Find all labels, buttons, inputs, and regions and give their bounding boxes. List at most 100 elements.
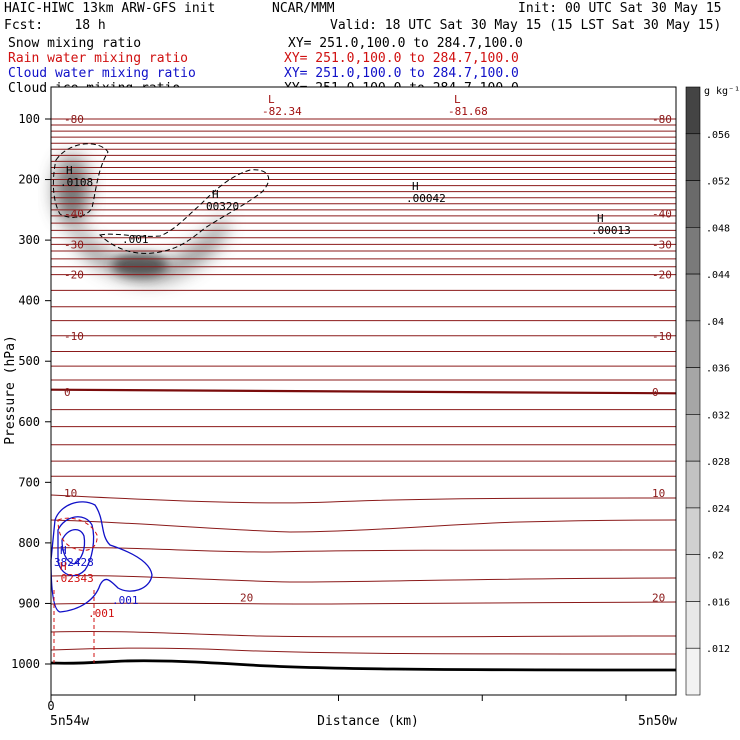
colorbar-tick-label: .028 (706, 457, 730, 468)
temperature-label: -80 (652, 113, 672, 126)
y-tick-label: 200 (18, 173, 40, 187)
snow-field-label: Snow mixing ratio (8, 36, 142, 51)
colorbar-tick-label: .016 (706, 597, 730, 608)
colorbar-tick-label: .04 (706, 317, 724, 328)
colorbar-swatch (685, 227, 701, 275)
extremum-value: .00013 (591, 224, 631, 237)
y-axis-label: Pressure (hPa) (3, 335, 18, 445)
extremum-value: 382428 (54, 556, 94, 569)
colorbar-tick-label: .048 (706, 223, 730, 234)
valid-time: Valid: 18 UTC Sat 30 May 15 (15 LST Sat … (330, 18, 722, 33)
colorbar-swatch (685, 554, 701, 602)
x-axis-label: Distance (km) (317, 714, 419, 729)
y-tick-label: 100 (18, 112, 40, 126)
y-tick-label: 700 (18, 475, 40, 489)
temperature-contour (50, 575, 677, 583)
colorbar-swatch (685, 133, 701, 181)
x-start-label: 5n54w (50, 714, 89, 729)
colorbar-tick-label: .052 (706, 177, 730, 188)
zero-isotherm (50, 388, 677, 395)
temperature-label: 20 (240, 591, 253, 604)
colorbar-swatch (685, 601, 701, 649)
cloud-water-field-label: Cloud water mixing ratio (8, 66, 196, 81)
plot-frame (50, 86, 677, 696)
y-tick-label: 500 (18, 354, 40, 368)
temperature-label: -80 (64, 113, 84, 126)
snow-xy: XY= 251.0,100.0 to 284.7,100.0 (288, 36, 523, 51)
colorbar-swatch (685, 460, 701, 509)
contour-value-label: .001 (122, 233, 149, 246)
cloud-water-xy: XY= 251.0,100.0 to 284.7,100.0 (284, 66, 519, 81)
temperature-label: -30 (652, 238, 672, 251)
temperature-label: -20 (652, 269, 672, 282)
contour-value-label: .001 (88, 607, 115, 620)
temperature-contour (50, 547, 677, 553)
colorbar-tick-label: .024 (706, 504, 730, 515)
forecast-hour: Fcst: 18 h (4, 18, 106, 33)
extremum-value: .0108 (60, 176, 93, 189)
model-title: HAIC-HIWC 13km ARW-GFS init (4, 1, 216, 16)
temperature-label: -20 (64, 269, 84, 282)
y-tick-label: 400 (18, 294, 40, 308)
y-tick-label: 1000 (11, 657, 40, 671)
extremum-value: .00042 (406, 192, 446, 205)
init-time: Init: 00 UTC Sat 30 May 15 (518, 1, 722, 16)
ice-contour (52, 143, 109, 218)
temperature-label: 20 (652, 591, 665, 604)
extremum-marker: H (66, 164, 73, 177)
ice-contour (98, 169, 270, 254)
temperature-contour (50, 601, 677, 605)
temperature-label: 10 (64, 487, 77, 500)
colorbar-swatch (685, 507, 701, 555)
y-tick-label: 800 (18, 536, 40, 550)
extremum-value: .02343 (54, 572, 94, 585)
extremum-value: -82.34 (262, 105, 302, 118)
temperature-label: 0 (64, 386, 71, 399)
temperature-label: -40 (652, 207, 672, 220)
colorbar-tick-label: .032 (706, 410, 730, 421)
extremum-marker: H (212, 188, 219, 201)
cloud-water-contour (61, 529, 86, 565)
ice-shading-max (112, 253, 168, 277)
extremum-marker: H (597, 212, 604, 225)
colorbar-swatch (685, 273, 701, 322)
temperature-label: -10 (652, 330, 672, 343)
temperature-label: 10 (652, 487, 665, 500)
temperature-label: -40 (64, 207, 84, 220)
colorbar-swatch (685, 414, 701, 462)
contour-value-label: .001 (112, 594, 139, 607)
temperature-contour (50, 494, 677, 504)
x-tick-zero: 0 (47, 699, 54, 713)
rain-contour (57, 517, 98, 551)
extremum-marker: H (60, 544, 67, 557)
colorbar-unit: g kg⁻¹ (704, 86, 740, 97)
colorbar-tick-label: .012 (706, 644, 730, 655)
y-tick-label: 900 (18, 596, 40, 610)
extremum-value: 00320 (206, 200, 239, 213)
rain-xy: XY= 251.0,100.0 to 284.7,100.0 (284, 51, 519, 66)
colorbar-swatch (685, 320, 701, 368)
temperature-contour (50, 519, 677, 533)
cloud-water-contour (57, 516, 95, 577)
colorbar-tick-label: .044 (706, 270, 730, 281)
extremum-marker: L (454, 93, 461, 106)
y-tick-label: 300 (18, 233, 40, 247)
extremum-marker: H (412, 180, 419, 193)
temperature-label: -30 (64, 238, 84, 251)
ncar-label: NCAR/MMM (272, 1, 335, 16)
extremum-marker: L (268, 93, 275, 106)
cloud-water-contour (50, 501, 153, 613)
temperature-label: -10 (64, 330, 84, 343)
extremum-value: -81.68 (448, 105, 488, 118)
colorbar-swatch (685, 180, 701, 228)
colorbar-swatch (685, 647, 701, 696)
temperature-contour (50, 647, 677, 655)
y-tick-label: 600 (18, 415, 40, 429)
rain-field-label: Rain water mixing ratio (8, 51, 189, 66)
x-end-label: 5n50w (638, 714, 677, 729)
extremum-marker: H (60, 560, 67, 573)
colorbar-tick-label: .056 (706, 130, 730, 141)
colorbar-swatch (685, 367, 701, 415)
ice-shading-band (64, 205, 228, 282)
